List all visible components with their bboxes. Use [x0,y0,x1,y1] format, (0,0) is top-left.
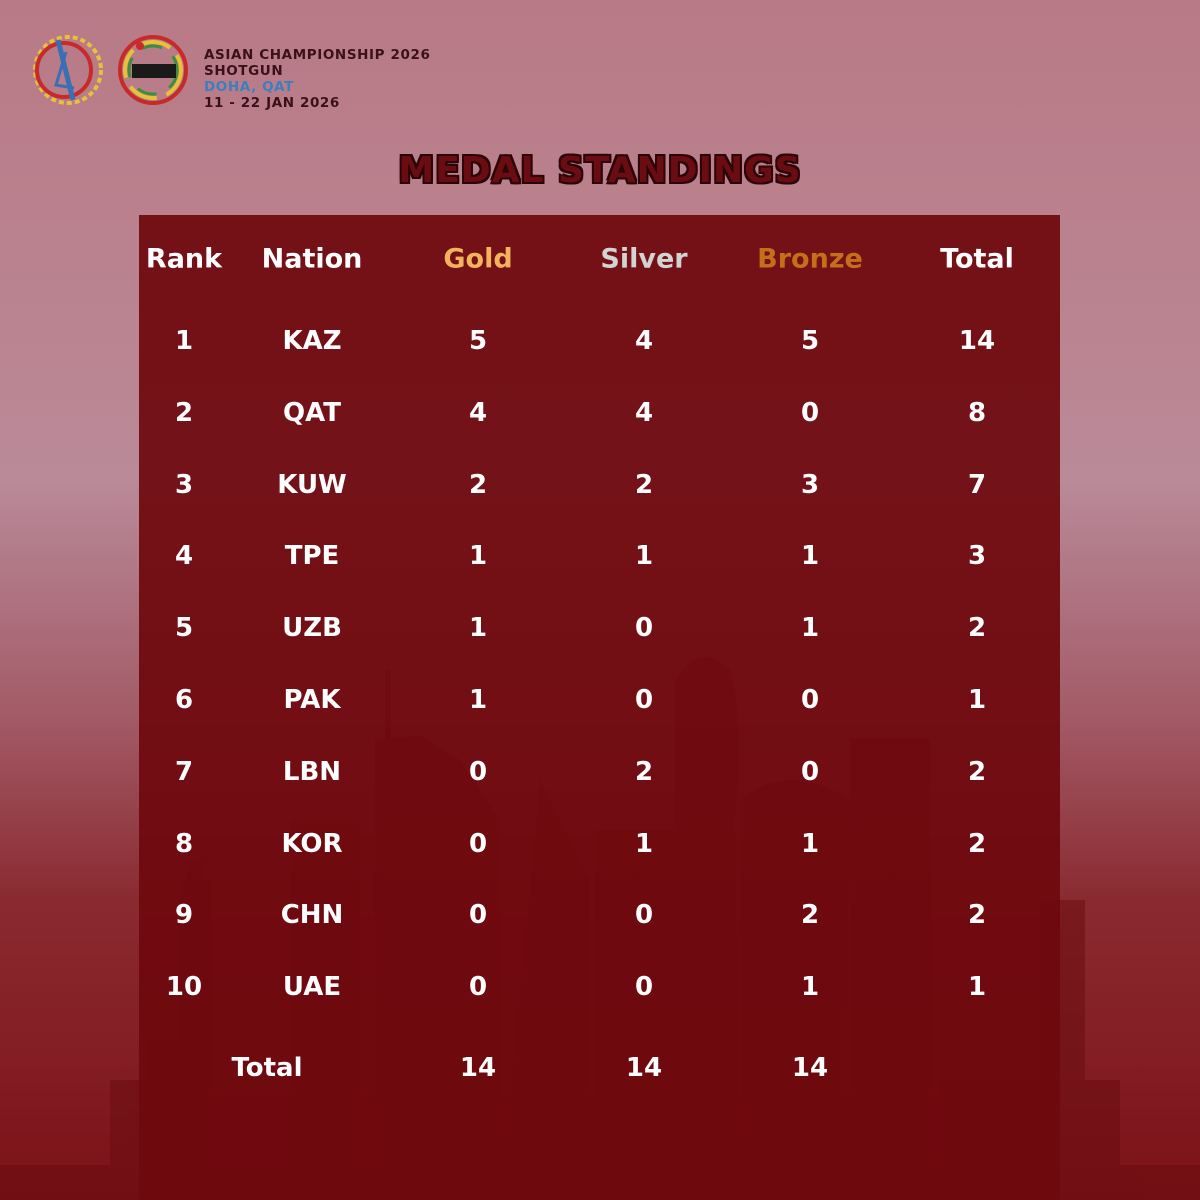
cell-total: 14 [958,326,996,356]
cell-gold: 0 [468,972,488,1003]
cell-gold: 1 [468,685,488,715]
cell-nation: CHN [280,900,344,931]
header-nation: Nation [261,243,363,275]
cell-silver: 4 [634,326,654,356]
medal-table: Rank Nation Gold Silver Bronze Total 1 KA… [139,215,1060,1200]
cell-silver: 2 [634,469,654,500]
cell-bronze: 0 [800,397,820,428]
cell-bronze: 2 [800,900,820,931]
totals-silver: 14 [625,1053,663,1083]
cell-nation: LBN [282,756,342,787]
cell-rank: 1 [174,326,194,356]
cell-gold: 0 [468,828,488,859]
event-dates: 11 - 22 JAN 2026 [204,95,340,111]
event-location: DOHA, QAT [204,79,294,95]
cell-total: 1 [967,972,987,1003]
header-silver: Silver [600,243,688,275]
page-title: MEDAL STANDINGS [398,150,802,191]
header-total: Total [940,243,1014,275]
totals-gold: 14 [459,1053,497,1083]
cell-bronze: 1 [800,613,820,644]
event-logos [33,35,188,105]
cell-rank: 10 [165,972,203,1003]
cell-gold: 0 [468,900,488,931]
cell-silver: 0 [634,613,654,644]
cell-gold: 5 [468,326,488,356]
cell-rank: 9 [174,900,194,931]
cell-rank: 6 [174,685,194,715]
cell-bronze: 1 [800,828,820,859]
cell-nation: PAK [283,685,341,715]
cell-bronze: 0 [800,685,820,715]
header-rank: Rank [145,243,223,275]
cell-bronze: 1 [800,972,820,1003]
cell-gold: 1 [468,541,488,572]
header-bronze: Bronze [757,243,863,275]
cell-total: 1 [967,685,987,715]
cell-silver: 1 [634,828,654,859]
cell-rank: 2 [174,397,194,428]
cell-silver: 0 [634,972,654,1003]
cell-gold: 4 [468,397,488,428]
cell-rank: 5 [174,613,194,644]
cell-rank: 7 [174,756,194,787]
totals-label: Total [231,1053,303,1083]
cell-rank: 4 [174,541,194,572]
cell-nation: UAE [282,972,342,1003]
cell-bronze: 3 [800,469,820,500]
cell-rank: 8 [174,828,194,859]
cell-total: 7 [967,469,987,500]
cell-total: 2 [967,900,987,931]
cell-nation: QAT [283,397,341,428]
cell-total: 2 [967,828,987,859]
cell-rank: 3 [174,469,194,500]
event-title: ASIAN CHAMPIONSHIP 2026 [204,47,431,63]
cell-nation: KOR [281,828,343,859]
cell-nation: UZB [282,613,342,644]
qatar-shooting-federation-logo-icon [118,35,188,105]
cell-nation: KUW [277,469,347,500]
event-header: ASIAN CHAMPIONSHIP 2026 SHOTGUN DOHA, QA… [204,47,430,111]
cell-bronze: 0 [800,756,820,787]
cell-total: 2 [967,756,987,787]
cell-silver: 0 [634,900,654,931]
header-gold: Gold [443,243,513,275]
asian-shooting-confederation-logo-icon [33,35,103,105]
cell-silver: 4 [634,397,654,428]
cell-gold: 1 [468,613,488,644]
cell-nation: TPE [284,541,340,572]
event-discipline: SHOTGUN [204,63,284,79]
cell-silver: 2 [634,756,654,787]
cell-nation: KAZ [282,326,342,356]
totals-bronze: 14 [791,1053,829,1083]
cell-silver: 1 [634,541,654,572]
cell-bronze: 1 [800,541,820,572]
cell-total: 2 [967,613,987,644]
cell-gold: 2 [468,469,488,500]
cell-silver: 0 [634,685,654,715]
cell-total: 8 [967,397,987,428]
cell-bronze: 5 [800,326,820,356]
cell-gold: 0 [468,756,488,787]
cell-total: 3 [967,541,987,572]
